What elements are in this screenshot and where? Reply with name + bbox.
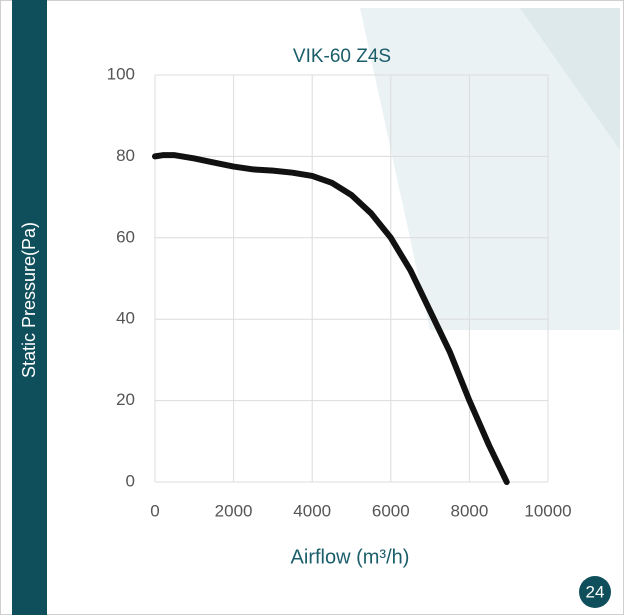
x-tick-label: 10000 <box>524 501 571 520</box>
page-number: 24 <box>586 582 605 601</box>
x-axis-label: Airflow (m³/h) <box>291 546 410 568</box>
x-tick-label: 6000 <box>372 501 410 520</box>
y-tick-label: 60 <box>116 227 135 246</box>
y-tick-label: 20 <box>116 390 135 409</box>
y-tick-label: 0 <box>126 471 135 490</box>
curve <box>152 152 510 485</box>
page-badge <box>579 576 611 608</box>
y-tick-label: 100 <box>107 64 135 83</box>
y-tick-label: 80 <box>116 146 135 165</box>
x-tick-label: 4000 <box>293 501 331 520</box>
x-tick-label: 8000 <box>450 501 488 520</box>
chart-title: VIK-60 Z4S <box>293 46 391 67</box>
side-bar <box>12 0 47 615</box>
x-tick-label: 0 <box>150 501 159 520</box>
x-tick-label: 2000 <box>215 501 253 520</box>
decor <box>360 8 620 330</box>
y-tick-label: 40 <box>116 309 135 328</box>
decor <box>520 8 620 150</box>
plot: 0 20 40 60 80 100 0 2000 4000 6000 8000 10000 <box>107 64 572 520</box>
y-axis-label: Static Pressure(Pa) <box>19 222 39 378</box>
